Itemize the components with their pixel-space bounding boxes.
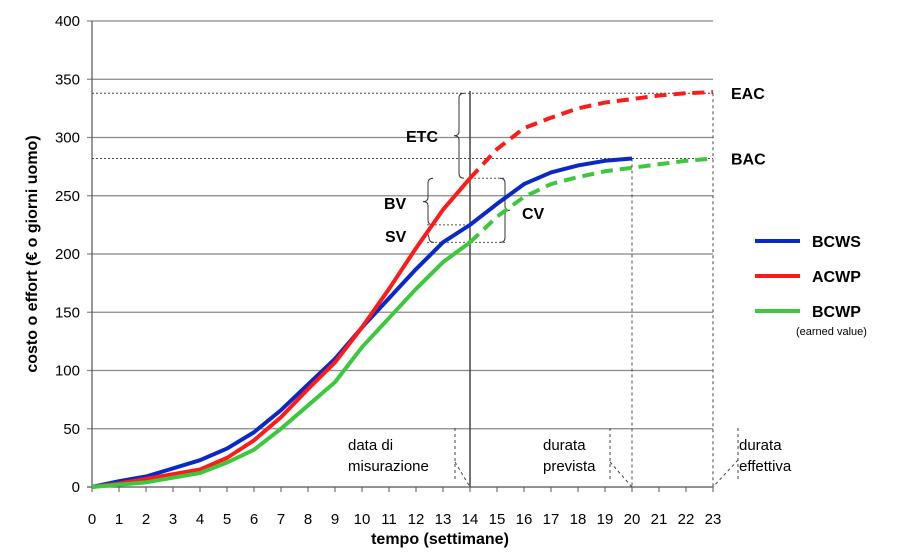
x-tick-label: 21	[651, 511, 668, 528]
x-tick-label: 10	[354, 511, 371, 528]
series-acwp-forecast-line	[468, 90, 714, 180]
marker-label: effettiva	[739, 458, 792, 475]
y-tick-label: 300	[55, 130, 80, 147]
sv-label: SV	[385, 229, 407, 246]
x-tick-label: 2	[142, 511, 150, 528]
x-axis-ticks: 0 1 2 3 4 5 6 7 8 9 10 11 12 13 14 15 16 17 18 19 20 21 22 23	[88, 487, 722, 528]
y-tick-label: 400	[55, 13, 80, 30]
x-tick-label: 4	[196, 511, 204, 528]
marker-label: data di	[348, 437, 393, 454]
series-lines	[91, 90, 714, 489]
y-axis-ticks: 0 50 100 150 200 250 300 350 400	[55, 13, 80, 496]
y-tick-label: 250	[55, 188, 80, 205]
x-tick-label: 3	[169, 511, 177, 528]
reference-label-bac: BAC	[731, 151, 766, 168]
x-tick-label: 11	[381, 511, 397, 528]
etc-label: ETC	[406, 129, 438, 146]
x-tick-label: 18	[570, 511, 587, 528]
x-tick-label: 7	[277, 511, 285, 528]
bv-brace	[422, 177, 434, 226]
x-tick-label: 12	[408, 511, 425, 528]
y-tick-label: 0	[72, 479, 80, 496]
reference-lines: EAC BAC data di misurazione durata prevista du…	[92, 86, 792, 488]
x-tick-label: 5	[223, 511, 231, 528]
x-tick-label: 15	[489, 511, 506, 528]
series-bcwp-forecast-line	[468, 156, 714, 244]
x-tick-label: 20	[624, 511, 641, 528]
x-tick-label: 17	[543, 511, 560, 528]
y-tick-label: 100	[55, 363, 80, 380]
legend-label-acwp: ACWP	[812, 269, 861, 286]
x-tick-label: 19	[597, 511, 614, 528]
marker-label: durata	[739, 437, 782, 454]
legend: BCWS ACWP BCWP (earned value)	[755, 234, 867, 338]
annotations: ETC BV SV CV	[384, 92, 545, 246]
x-tick-label: 13	[435, 511, 452, 528]
x-tick-label: 22	[678, 511, 695, 528]
bv-label: BV	[384, 196, 407, 213]
legend-label-bcwp: BCWP	[812, 304, 861, 321]
y-tick-label: 200	[55, 246, 80, 263]
x-tick-label: 8	[304, 511, 312, 528]
x-tick-label: 0	[88, 511, 96, 528]
etc-brace	[453, 92, 465, 179]
series-acwp-line	[91, 176, 472, 489]
x-tick-label: 23	[705, 511, 722, 528]
marker-pointer	[712, 459, 739, 488]
cv-label: CV	[522, 206, 545, 223]
marker-pointer	[609, 461, 633, 488]
y-axis-label: costo o effort (€ o giorni uomo)	[24, 135, 41, 372]
y-tick-label: 50	[63, 421, 80, 438]
x-axis-label: tempo (settimane)	[371, 531, 509, 548]
x-tick-label: 14	[462, 511, 479, 528]
series-bcwp-line	[91, 240, 472, 489]
cv-brace	[499, 177, 511, 243]
marker-label: prevista	[543, 458, 596, 475]
legend-sublabel-bcwp: (earned value)	[796, 326, 867, 338]
x-tick-label: 6	[250, 511, 258, 528]
x-tick-label: 16	[516, 511, 533, 528]
marker-label: durata	[543, 437, 586, 454]
reference-label-eac: EAC	[731, 86, 765, 103]
marker-pointer	[454, 461, 471, 488]
marker-label: misurazione	[348, 458, 429, 475]
y-tick-label: 350	[55, 71, 80, 88]
y-tick-label: 150	[55, 304, 80, 321]
legend-label-bcws: BCWS	[812, 234, 861, 251]
x-tick-label: 9	[331, 511, 339, 528]
x-tick-label: 1	[115, 511, 123, 528]
grid	[87, 20, 713, 488]
